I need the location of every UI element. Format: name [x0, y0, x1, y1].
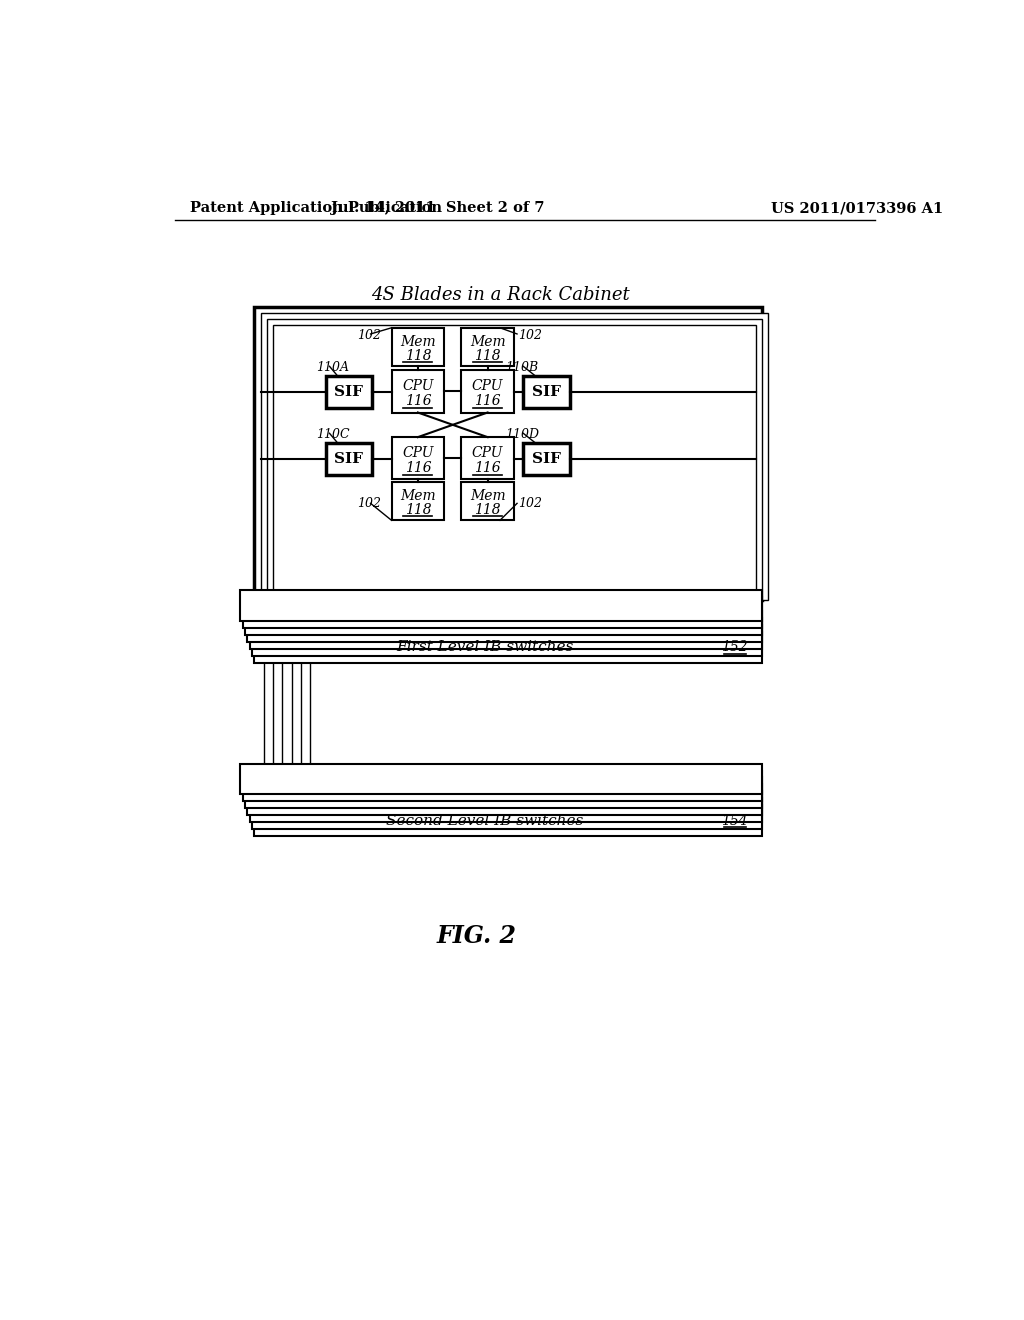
Bar [391, 370, 444, 412]
Bar [391, 482, 444, 520]
Bar [305, 321, 700, 582]
Bar [523, 442, 569, 475]
Text: 102: 102 [518, 329, 543, 342]
Bar [245, 777, 762, 808]
Bar [461, 437, 514, 479]
Text: 118: 118 [474, 348, 501, 363]
Text: Mem: Mem [400, 490, 435, 503]
Text: Mem: Mem [470, 490, 506, 503]
Bar [245, 605, 762, 635]
Text: 116: 116 [474, 393, 501, 408]
Bar [523, 376, 569, 408]
Text: 116: 116 [404, 393, 431, 408]
Text: SIF: SIF [335, 384, 364, 399]
Text: CPU: CPU [472, 446, 504, 461]
Bar [250, 792, 762, 822]
Bar [243, 771, 762, 801]
Bar [248, 784, 762, 816]
Text: Mem: Mem [470, 335, 506, 350]
Text: Jul. 14, 2011  Sheet 2 of 7: Jul. 14, 2011 Sheet 2 of 7 [331, 202, 545, 215]
Bar [252, 626, 762, 656]
Bar [254, 805, 762, 836]
Bar [461, 327, 514, 367]
Text: 102: 102 [518, 496, 543, 510]
Bar [250, 618, 762, 649]
Text: First Level IB switches: First Level IB switches [396, 640, 573, 655]
Bar [252, 799, 762, 829]
Text: 116: 116 [404, 461, 431, 475]
Text: 110C: 110C [316, 428, 350, 441]
Text: CPU: CPU [472, 379, 504, 393]
Bar [243, 598, 762, 628]
Bar [461, 482, 514, 520]
Bar [461, 370, 514, 412]
Text: 110D: 110D [506, 428, 540, 441]
Text: 154: 154 [722, 813, 749, 828]
Text: 118: 118 [474, 503, 501, 516]
Text: 110A: 110A [316, 362, 349, 375]
Text: 102: 102 [356, 496, 381, 510]
Bar [241, 590, 762, 622]
Text: FIG. 2: FIG. 2 [437, 924, 517, 948]
Bar [254, 632, 762, 663]
Bar [391, 437, 444, 479]
Text: Mem: Mem [400, 335, 435, 350]
Bar [260, 313, 768, 599]
Text: CPU: CPU [402, 379, 433, 393]
Text: 152: 152 [722, 640, 749, 655]
Text: 102: 102 [356, 329, 381, 342]
Text: Second Level IB switches: Second Level IB switches [386, 813, 584, 828]
Bar [248, 611, 762, 642]
Text: 116: 116 [474, 461, 501, 475]
Bar [326, 442, 372, 475]
Text: 110B: 110B [506, 362, 539, 375]
Text: SIF: SIF [335, 451, 364, 466]
Text: 118: 118 [404, 503, 431, 516]
Bar [273, 326, 756, 599]
Text: SIF: SIF [532, 384, 561, 399]
Text: Patent Application Publication: Patent Application Publication [190, 202, 442, 215]
Text: SIF: SIF [532, 451, 561, 466]
Bar [266, 319, 762, 599]
Bar [391, 327, 444, 367]
Text: 4S Blades in a Rack Cabinet: 4S Blades in a Rack Cabinet [371, 286, 630, 305]
Text: CPU: CPU [402, 446, 433, 461]
Bar [241, 763, 762, 795]
Text: US 2011/0173396 A1: US 2011/0173396 A1 [771, 202, 943, 215]
Bar [254, 308, 762, 599]
Bar [326, 376, 372, 408]
Text: 118: 118 [404, 348, 431, 363]
